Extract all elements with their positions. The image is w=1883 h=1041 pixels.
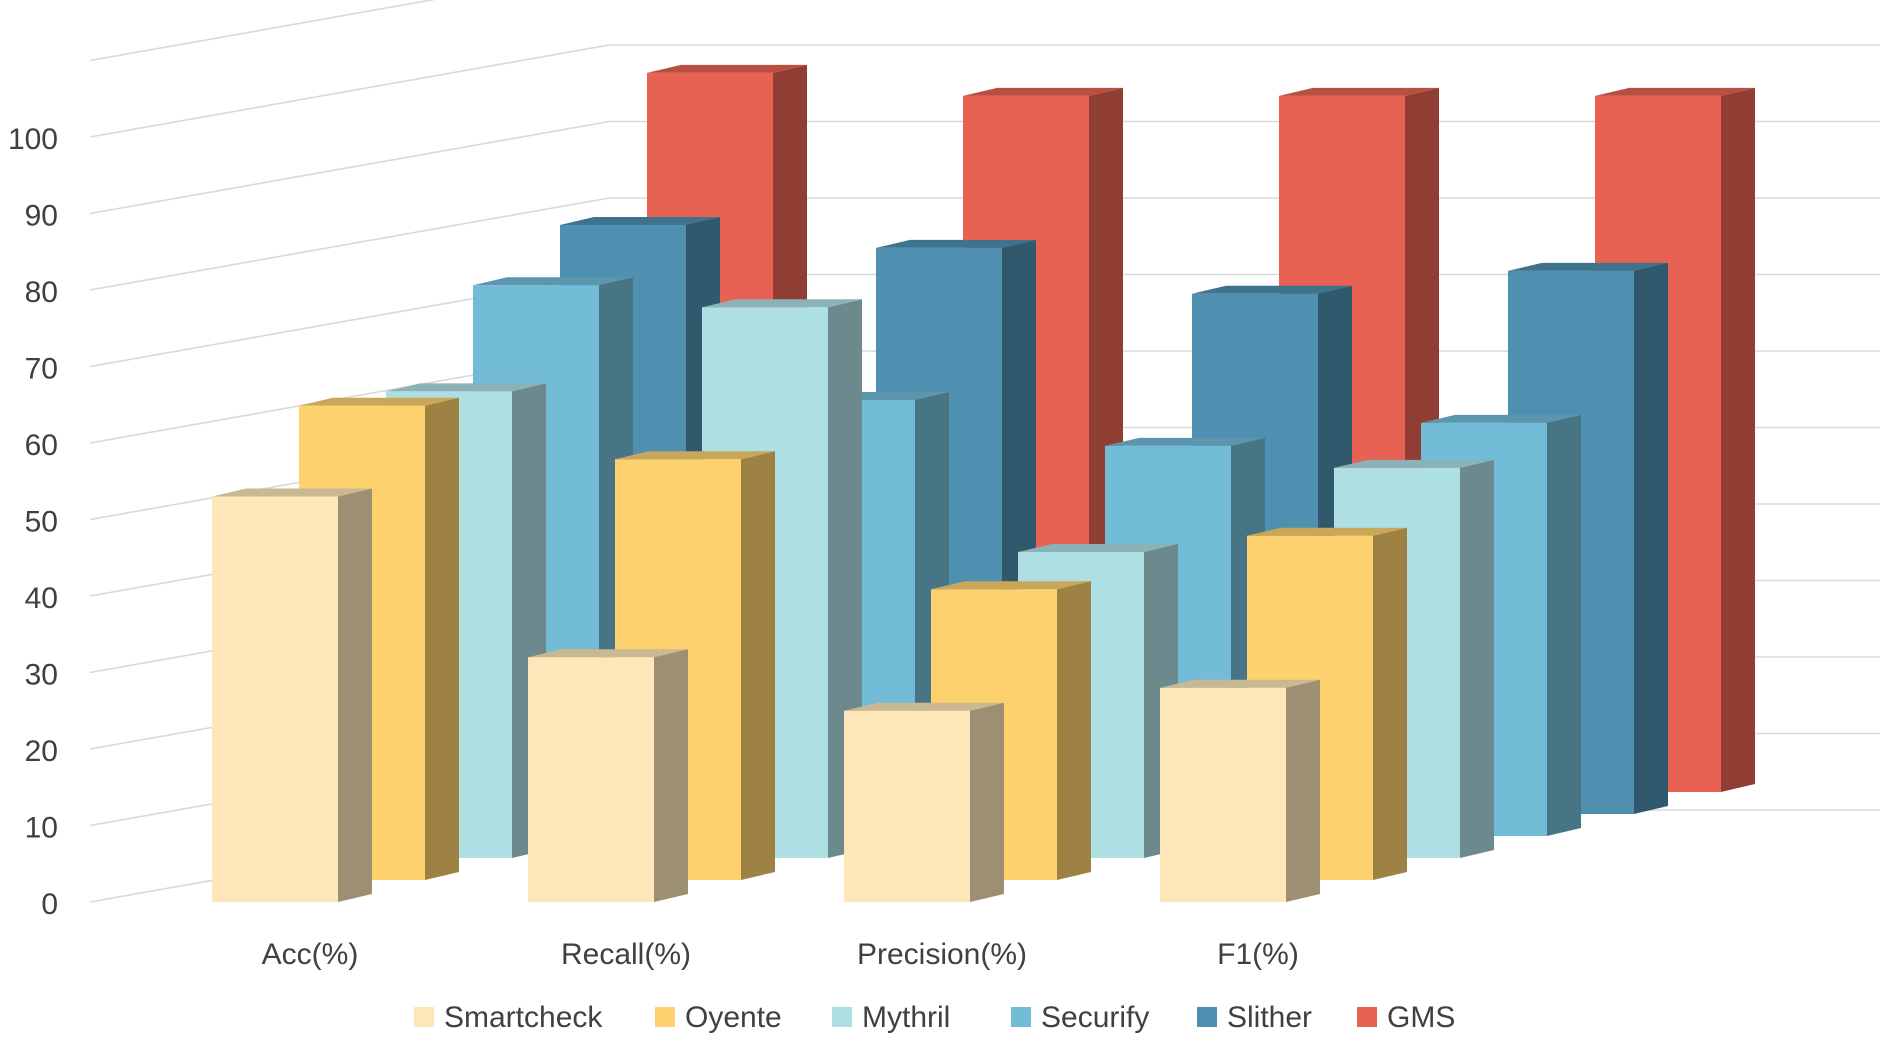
- bar-top: [1334, 459, 1494, 468]
- gridline: [89, 120, 1880, 215]
- gridline: [89, 0, 436, 62]
- bar-side: [1057, 581, 1091, 880]
- bar-front: [844, 710, 970, 902]
- legend-item-smartcheck: Smartcheck: [414, 1001, 603, 1034]
- y-tick-label: 30: [25, 659, 58, 692]
- y-tick-label: 50: [25, 506, 58, 539]
- bar-top: [615, 451, 775, 460]
- legend-swatch: [1357, 1007, 1377, 1027]
- legend-swatch: [414, 1007, 434, 1027]
- bar-side: [741, 451, 775, 880]
- bar-front: [528, 657, 654, 902]
- bar-top: [528, 649, 688, 658]
- bar-top: [931, 581, 1091, 590]
- legend: Smartcheck Oyente Mythril Securify Slither GM…: [414, 1001, 1455, 1034]
- legend-label: Mythril: [862, 1001, 950, 1034]
- bar-side: [1721, 87, 1755, 793]
- bar-front: [212, 496, 338, 902]
- y-tick-label: 70: [25, 353, 58, 386]
- bar-top: [963, 87, 1123, 96]
- legend-item-oyente: Oyente: [655, 1001, 782, 1034]
- bar-side: [970, 702, 1004, 902]
- bar-smartcheck-1: [528, 649, 688, 902]
- legend-item-gms: GMS: [1357, 1001, 1455, 1034]
- legend-item-mythril: Mythril: [832, 1001, 950, 1034]
- bar-side: [1373, 527, 1407, 880]
- bar-side: [654, 649, 688, 902]
- bar-top: [212, 488, 372, 497]
- y-axis-ticks: 0 10 20 30 40 50 60 70 80 90 100: [8, 123, 58, 921]
- x-tick-label: F1(%): [1217, 938, 1299, 971]
- y-tick-label: 80: [25, 276, 58, 309]
- legend-label: Slither: [1227, 1001, 1312, 1034]
- bar-top: [1160, 679, 1320, 688]
- legend-item-securify: Securify: [1011, 1001, 1149, 1034]
- bar-top: [1595, 87, 1755, 96]
- legend-label: Smartcheck: [444, 1001, 603, 1034]
- legend-label: Securify: [1041, 1001, 1149, 1034]
- bar-top: [1247, 527, 1407, 536]
- y-tick-label: 40: [25, 582, 58, 615]
- bar-top: [386, 383, 546, 392]
- legend-swatch: [1197, 1007, 1217, 1027]
- bar-smartcheck-0: [212, 488, 372, 902]
- bar-side: [1460, 459, 1494, 858]
- bars: [212, 64, 1755, 902]
- legend-swatch: [832, 1007, 852, 1027]
- bar-side: [1286, 679, 1320, 902]
- y-tick-label: 20: [25, 735, 58, 768]
- legend-item-slither: Slither: [1197, 1001, 1312, 1034]
- bar-top: [560, 216, 720, 225]
- gridline: [89, 44, 1880, 138]
- gridline: [89, 197, 1880, 291]
- y-tick-label: 100: [8, 123, 58, 156]
- legend-swatch: [1011, 1007, 1031, 1027]
- legend-swatch: [655, 1007, 675, 1027]
- bar-top: [1018, 544, 1178, 552]
- bar-top: [876, 239, 1036, 248]
- bar-front: [1160, 687, 1286, 902]
- bar-side: [1634, 262, 1668, 815]
- bar-smartcheck-2: [844, 702, 1004, 902]
- x-tick-label: Recall(%): [561, 938, 691, 971]
- x-tick-label: Acc(%): [262, 938, 359, 971]
- bar-side: [1547, 414, 1581, 836]
- y-tick-label: 0: [41, 888, 58, 921]
- bar-top: [473, 277, 633, 286]
- y-tick-label: 60: [25, 429, 58, 462]
- bar-top: [1421, 414, 1581, 423]
- legend-label: GMS: [1387, 1001, 1455, 1034]
- bar-top: [647, 64, 807, 73]
- bar-top: [1508, 262, 1668, 271]
- bar-side: [425, 397, 459, 880]
- bar-top: [1105, 437, 1265, 446]
- bar-top: [844, 702, 1004, 711]
- x-tick-label: Precision(%): [857, 938, 1027, 971]
- legend-label: Oyente: [685, 1001, 782, 1034]
- bar-top: [1279, 87, 1439, 96]
- bar-top: [299, 397, 459, 406]
- bar-side: [338, 488, 372, 902]
- y-tick-label: 10: [25, 812, 58, 845]
- x-axis-ticks: Acc(%) Recall(%) Precision(%) F1(%): [262, 938, 1299, 971]
- bar-top: [1192, 285, 1352, 294]
- y-tick-label: 90: [25, 200, 58, 233]
- bar-top: [702, 299, 862, 308]
- bar-smartcheck-3: [1160, 679, 1320, 902]
